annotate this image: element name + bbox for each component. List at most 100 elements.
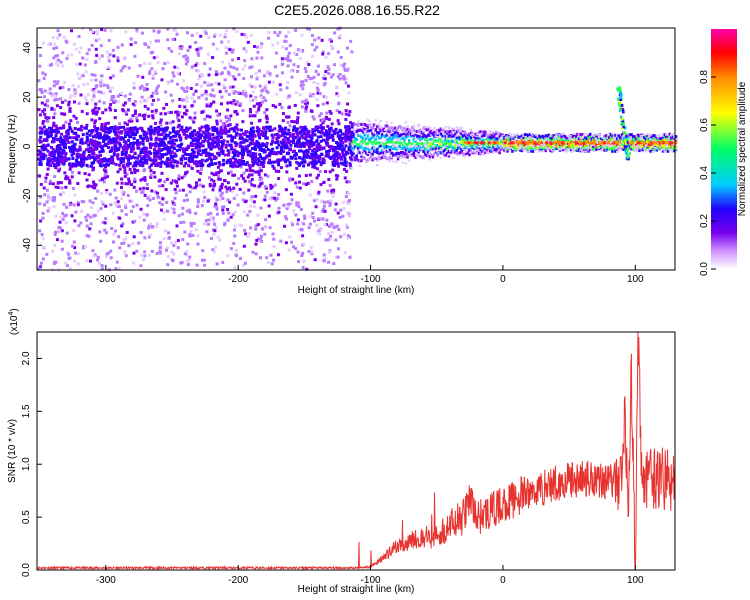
heat-cell	[404, 129, 408, 133]
heat-cell	[310, 154, 314, 158]
heat-cell	[522, 134, 525, 137]
heat-cell	[233, 110, 237, 114]
heat-cell	[547, 133, 551, 137]
heat-cell	[122, 160, 126, 164]
heat-cell	[131, 130, 135, 134]
heat-cell	[219, 72, 223, 76]
heat-cell	[288, 177, 292, 181]
heat-cell	[328, 170, 332, 174]
heat-cell	[186, 263, 190, 267]
heat-cell	[495, 138, 498, 142]
heat-cell	[414, 132, 417, 135]
heat-cell	[90, 78, 94, 82]
heat-cell	[507, 141, 511, 144]
heat-cell	[471, 150, 474, 153]
heat-cell	[212, 179, 216, 183]
heat-cell	[436, 153, 439, 157]
heat-cell	[465, 152, 468, 156]
heat-cell	[331, 138, 335, 142]
heat-cell	[158, 148, 162, 152]
heat-cell	[336, 255, 340, 259]
heat-cell	[72, 42, 76, 46]
heat-cell	[319, 163, 323, 167]
heat-cell	[149, 137, 153, 141]
heat-cell	[257, 134, 261, 138]
heat-cell	[372, 146, 376, 149]
heat-cell	[504, 147, 508, 151]
heat-cell	[452, 140, 455, 144]
heat-cell	[76, 252, 80, 256]
heat-cell	[326, 189, 330, 193]
heat-cell	[200, 72, 204, 76]
heat-cell	[310, 160, 314, 164]
heat-cell	[444, 147, 447, 151]
heat-cell	[275, 160, 279, 164]
heat-cell	[490, 136, 493, 140]
heat-cell	[209, 102, 213, 106]
heat-cell	[446, 146, 449, 150]
heat-cell	[119, 131, 123, 135]
heat-cell	[296, 118, 300, 122]
heat-cell	[165, 152, 169, 156]
heat-cell	[284, 160, 288, 164]
heat-cell	[185, 209, 189, 213]
heat-cell	[268, 226, 272, 230]
heat-cell	[399, 148, 403, 151]
heat-cell	[457, 146, 460, 150]
heat-cell	[110, 126, 114, 130]
heat-cell	[219, 126, 223, 130]
heat-cell	[38, 138, 42, 142]
heat-cell	[433, 139, 436, 143]
heat-cell	[77, 101, 81, 105]
heat-cell	[131, 114, 135, 118]
heat-cell	[114, 162, 118, 166]
heat-cell	[38, 265, 42, 269]
heat-cell	[52, 84, 56, 88]
heat-cell	[103, 138, 107, 142]
heat-cell	[65, 250, 69, 254]
heat-cell	[512, 137, 516, 141]
heat-cell	[97, 37, 101, 41]
heat-cell	[288, 235, 292, 239]
heat-cell	[132, 141, 136, 145]
heat-cell	[498, 138, 501, 141]
heat-cell	[316, 104, 320, 108]
heat-cell	[455, 143, 459, 146]
heat-cell	[560, 145, 563, 149]
heat-cell	[70, 146, 74, 150]
heat-cell	[165, 177, 169, 181]
heat-cell	[221, 260, 225, 264]
heat-cell	[120, 150, 124, 154]
heat-cell	[159, 165, 163, 169]
heat-cell	[189, 224, 193, 228]
heat-cell	[436, 151, 439, 155]
heat-cell	[121, 108, 125, 112]
heat-cell	[49, 134, 53, 138]
heat-cell	[220, 147, 224, 151]
heat-cell	[232, 186, 236, 190]
heat-cell	[333, 31, 337, 35]
heat-cell	[176, 125, 180, 129]
heat-cell	[460, 148, 463, 152]
heat-cell	[262, 131, 266, 135]
heat-cell	[220, 186, 224, 190]
heat-cell	[332, 188, 336, 192]
heat-cell	[469, 133, 473, 136]
heat-cell	[485, 132, 489, 136]
heat-cell	[196, 132, 200, 136]
heat-cell	[61, 218, 65, 222]
heat-cell	[274, 169, 278, 173]
heat-cell	[274, 65, 278, 69]
heat-cell	[547, 143, 551, 147]
heat-cell	[476, 145, 479, 149]
heat-cell	[368, 138, 371, 142]
heat-cell	[116, 94, 120, 98]
heat-cell	[52, 121, 56, 125]
heat-cell	[50, 140, 54, 144]
heat-cell	[182, 132, 186, 136]
heat-cell	[474, 149, 478, 152]
heat-cell	[241, 198, 245, 202]
heat-cell	[246, 175, 250, 179]
heat-cell	[108, 192, 112, 196]
heat-cell	[250, 85, 254, 89]
